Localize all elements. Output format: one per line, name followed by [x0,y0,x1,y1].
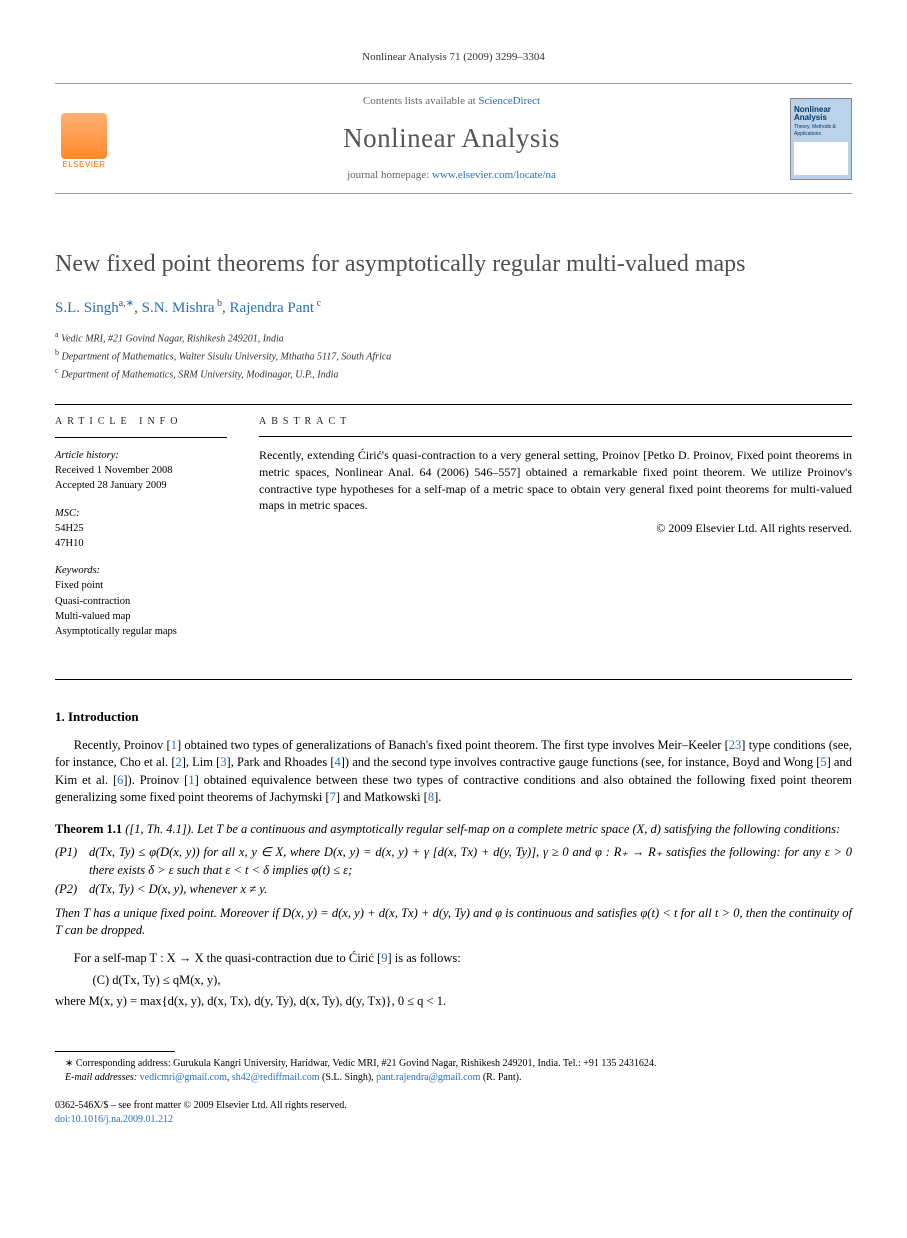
masthead: ELSEVIER Contents lists available at Sci… [55,83,852,194]
intro-p1: Recently, Proinov [1] obtained two types… [55,737,852,807]
where-line: where M(x, y) = max{d(x, y), d(x, Tx), d… [55,993,852,1011]
cond-p1-tag: (P1) [55,844,89,879]
info-abstract-row: ARTICLE INFO Article history: Received 1… [55,404,852,663]
footnote-rule [55,1051,175,1052]
history-block: Article history: Received 1 November 200… [55,448,227,494]
page: Nonlinear Analysis 71 (2009) 3299–3304 E… [0,0,907,1177]
author-link-1[interactable]: S.L. Singh [55,300,119,316]
publisher-logo-label: ELSEVIER [62,159,105,170]
keywords-block: Keywords: Fixed point Quasi-contraction … [55,563,227,639]
footer-doi: doi:10.1016/j.na.2009.01.212 [55,1113,852,1127]
copyright-line: © 2009 Elsevier Ltd. All rights reserved… [259,520,852,537]
contents-prefix: Contents lists available at [363,95,478,107]
corresponding-footnote: ∗ Corresponding address: Gurukula Kangri… [55,1057,852,1071]
article-info: ARTICLE INFO Article history: Received 1… [55,405,241,663]
kw-2: Quasi-contraction [55,594,227,609]
email-link[interactable]: pant.rajendra@gmail.com [376,1072,480,1083]
msc-head: MSC: [55,506,227,521]
corresponding-star-link[interactable]: ∗ [126,298,134,309]
cond-p1-text: d(Tx, Ty) ≤ φ(D(x, y)) for all x, y ∈ X,… [89,844,852,879]
author-link-2[interactable]: S.N. Mishra [142,300,215,316]
doi-label-link[interactable]: doi: [55,1114,71,1125]
footnotes: ∗ Corresponding address: Gurukula Kangri… [55,1057,852,1085]
doi-link[interactable]: 10.1016/j.na.2009.01.212 [71,1114,174,1125]
contents-line: Contents lists available at ScienceDirec… [131,94,772,109]
cond-p1: (P1) d(Tx, Ty) ≤ φ(D(x, y)) for all x, y… [55,844,852,879]
cond-p2-text: d(Tx, Ty) < D(x, y), whenever x ≠ y. [89,881,267,899]
homepage-line: journal homepage: www.elsevier.com/locat… [131,168,772,183]
kw-1: Fixed point [55,578,227,593]
article-info-label: ARTICLE INFO [55,415,227,438]
email-link[interactable]: vedicmri@gmail.com [140,1072,227,1083]
elsevier-tree-icon [61,113,107,159]
post-p1: For a self-map T : X → X the quasi-contr… [55,950,852,968]
cond-p2-tag: (P2) [55,881,89,899]
received-line: Received 1 November 2008 [55,463,227,478]
kw-4: Asymptotically regular maps [55,624,227,639]
footer-line1: 0362-546X/$ – see front matter © 2009 El… [55,1099,852,1113]
cond-p2: (P2) d(Tx, Ty) < D(x, y), whenever x ≠ y… [55,881,852,899]
email-link[interactable]: sh42@rediffmail.com [232,1072,320,1083]
history-head: Article history: [55,448,227,463]
running-head: Nonlinear Analysis 71 (2009) 3299–3304 [55,50,852,65]
masthead-center: Contents lists available at ScienceDirec… [131,94,772,183]
eq-C: (C) d(Tx, Ty) ≤ qM(x, y), [93,971,853,989]
affil-a: a Vedic MRI, #21 Govind Nagar, Rishikesh… [55,329,852,347]
author-link-3[interactable]: Rajendra Pant [230,300,315,316]
footer: 0362-546X/$ – see front matter © 2009 El… [55,1099,852,1127]
author-3-sup: c [314,298,321,309]
ref-link[interactable]: 23 [729,738,742,752]
msc-block: MSC: 54H25 47H10 [55,506,227,552]
section-introduction: 1. Introduction Recently, Proinov [1] ob… [55,708,852,1010]
accepted-line: Accepted 28 January 2009 [55,478,227,493]
condition-list: (P1) d(Tx, Ty) ≤ φ(D(x, y)) for all x, y… [55,844,852,899]
kw-head: Keywords: [55,563,227,578]
intro-heading: 1. Introduction [55,708,852,726]
msc-1: 54H25 [55,521,227,536]
publisher-logo: ELSEVIER [55,107,113,171]
affiliations: a Vedic MRI, #21 Govind Nagar, Rishikesh… [55,329,852,382]
email-label: E-mail addresses: [65,1072,140,1083]
cover-title: Nonlinear Analysis [794,106,848,122]
author-2-sup: b [215,298,223,309]
theorem-cite: ([1, Th. 4.1]). [122,822,197,836]
msc-2: 47H10 [55,536,227,551]
divider [55,679,852,680]
abstract: ABSTRACT Recently, extending Ćirić's qua… [241,405,852,663]
authors: S.L. Singha,∗, S.N. Mishra b, Rajendra P… [55,297,852,319]
homepage-prefix: journal homepage: [347,169,432,181]
abstract-text: Recently, extending Ćirić's quasi-contra… [259,447,852,513]
email-footnote: E-mail addresses: vedicmri@gmail.com, sh… [55,1071,852,1085]
theorem-tail: Then T has a unique fixed point. Moreove… [55,905,852,940]
kw-3: Multi-valued map [55,609,227,624]
abstract-label: ABSTRACT [259,415,852,437]
journal-name: Nonlinear Analysis [131,120,772,158]
theorem-1-1: Theorem 1.1 ([1, Th. 4.1]). Let T be a c… [55,821,852,839]
journal-cover-thumb: Nonlinear Analysis Theory, Methods & App… [790,98,852,180]
affil-b: b Department of Mathematics, Walter Sisu… [55,347,852,365]
cover-sub: Theory, Methods & Applications [794,124,848,138]
theorem-head: Theorem 1.1 [55,822,122,836]
affil-c: c Department of Mathematics, SRM Univers… [55,365,852,383]
sciencedirect-link[interactable]: ScienceDirect [478,95,540,107]
homepage-link[interactable]: www.elsevier.com/locate/na [432,169,556,181]
cover-body [794,142,848,175]
author-1-sup: a, [119,298,126,309]
article-title: New fixed point theorems for asymptotica… [55,249,852,279]
theorem-body: Let T be a continuous and asymptotically… [197,822,840,836]
